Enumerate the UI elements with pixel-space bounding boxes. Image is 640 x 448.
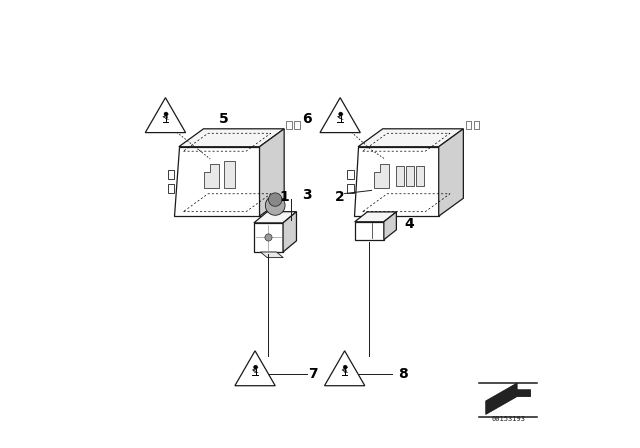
Polygon shape [174,147,260,216]
Text: ⚙: ⚙ [338,116,342,121]
Text: 4: 4 [404,217,415,231]
Bar [287,121,292,129]
Circle shape [164,112,168,116]
Polygon shape [235,351,275,386]
Circle shape [343,365,347,369]
Polygon shape [439,129,463,216]
Bar [294,121,300,129]
Circle shape [265,234,272,241]
Bar [474,121,479,129]
Polygon shape [260,129,284,216]
Polygon shape [347,184,354,193]
Bar [396,166,404,186]
Text: 8: 8 [398,367,408,381]
Polygon shape [354,147,439,216]
Polygon shape [320,98,360,133]
Bar [406,166,414,186]
Text: 6: 6 [301,112,312,126]
Bar [416,166,424,186]
Polygon shape [358,129,463,147]
Text: ⚙: ⚙ [342,369,347,374]
Text: 00153193: 00153193 [491,417,525,422]
Polygon shape [347,170,354,179]
Circle shape [266,196,285,215]
Bar [466,121,471,129]
Circle shape [339,112,342,116]
Text: 5: 5 [219,112,228,126]
Bar [355,222,384,240]
Polygon shape [168,184,174,193]
Text: 3: 3 [301,188,312,202]
Text: ⚙: ⚙ [253,369,257,374]
Polygon shape [254,212,296,223]
Text: 1: 1 [279,190,289,204]
Polygon shape [486,383,531,414]
Polygon shape [168,170,174,179]
Polygon shape [204,164,219,188]
Bar [254,223,283,252]
Text: 7: 7 [308,367,318,381]
Polygon shape [179,129,284,147]
Polygon shape [355,212,396,222]
Text: ⚙: ⚙ [163,116,168,121]
Bar [224,161,235,188]
Polygon shape [283,212,296,252]
Polygon shape [324,351,365,386]
Circle shape [269,193,282,206]
Polygon shape [260,252,284,258]
Text: 2: 2 [335,190,345,204]
Circle shape [253,365,257,369]
Polygon shape [384,212,396,240]
Polygon shape [145,98,186,133]
Polygon shape [374,164,389,188]
